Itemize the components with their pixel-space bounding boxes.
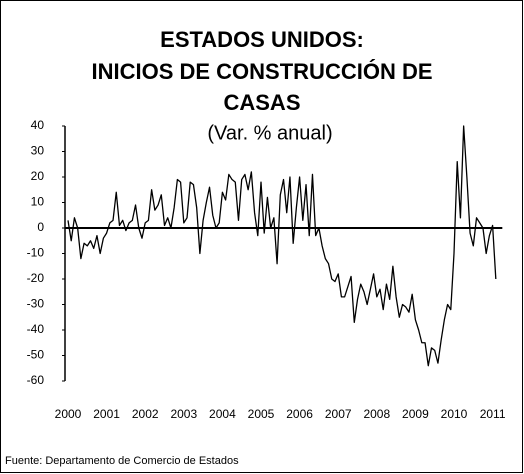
y-tick-label: 20 (31, 169, 45, 183)
x-tick-label: 2003 (170, 407, 197, 421)
y-tick-label: -30 (27, 297, 45, 311)
chart-title: ESTADOS UNIDOS: (160, 27, 364, 52)
y-tick-label: -10 (27, 246, 45, 260)
y-tick-label: 30 (31, 144, 45, 158)
y-tick-label: 0 (37, 220, 44, 234)
y-tick-label: -60 (27, 373, 45, 387)
chart-subtitle: (Var. % anual) (207, 122, 332, 144)
x-tick-label: 2008 (363, 407, 390, 421)
chart-title: CASAS (223, 90, 300, 115)
x-tick-label: 2002 (132, 407, 159, 421)
x-tick-label: 2007 (325, 407, 352, 421)
x-tick-label: 2000 (55, 407, 82, 421)
x-tick-label: 2004 (209, 407, 236, 421)
x-tick-label: 2005 (248, 407, 275, 421)
y-tick-label: -40 (27, 322, 45, 336)
y-tick-label: 10 (31, 195, 45, 209)
x-tick-label: 2001 (93, 407, 120, 421)
x-tick-label: 2006 (286, 407, 313, 421)
y-tick-label: -50 (27, 348, 45, 362)
y-tick-label: -20 (27, 271, 45, 285)
chart-title: INICIOS DE CONSTRUCCIÓN DE (91, 59, 432, 84)
x-tick-label: 2009 (402, 407, 429, 421)
data-line (67, 125, 497, 367)
source-note: Fuente: Departamento de Comercio de Esta… (5, 455, 239, 467)
y-tick-label: 40 (31, 118, 45, 132)
x-tick-label: 2010 (441, 407, 468, 421)
x-tick-label: 2011 (480, 407, 506, 421)
